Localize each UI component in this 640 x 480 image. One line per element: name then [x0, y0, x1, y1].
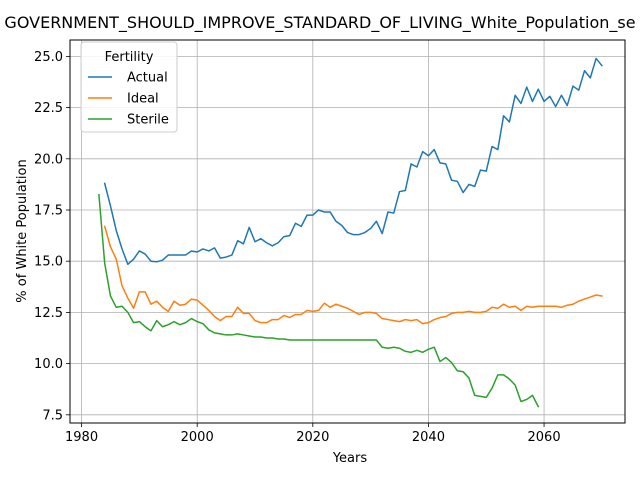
- series-line-sterile: [98, 193, 540, 408]
- x-tick-label: 1980: [65, 430, 98, 445]
- x-tick-label: 2000: [181, 430, 214, 445]
- y-tick-label: 25.0: [34, 50, 63, 65]
- series-line-ideal: [103, 225, 603, 325]
- legend-items: Actual Ideal Sterile: [88, 71, 169, 128]
- y-tick-label: 20.0: [34, 152, 63, 167]
- legend-title: Fertility: [105, 50, 154, 65]
- legend-label-sterile: Sterile: [127, 113, 169, 128]
- x-tick-label: 2040: [412, 430, 445, 445]
- y-tick-label: 17.5: [34, 203, 63, 218]
- legend-box: [80, 41, 178, 133]
- y-tick-label: 22.5: [34, 101, 63, 116]
- plot-area-frame: [69, 39, 626, 424]
- chart-title: GOVERNMENT_SHOULD_IMPROVE_STANDARD_OF_LI…: [4, 13, 635, 33]
- y-tick-label: 10.0: [34, 357, 63, 372]
- y-axis: 7.5 10.0 12.5 15.0 17.5 20.0 22.5 25.0: [34, 50, 70, 423]
- series-line-actual: [103, 57, 603, 266]
- y-tick-label: 12.5: [34, 306, 63, 321]
- series-lines: [98, 57, 603, 408]
- x-tick-label: 2060: [528, 430, 561, 445]
- x-axis-label: Years: [332, 451, 368, 466]
- legend-label-actual: Actual: [127, 71, 168, 86]
- legend-label-ideal: Ideal: [127, 92, 159, 107]
- x-tick-label: 2020: [296, 430, 329, 445]
- x-axis: 1980 2000 2020 2040 2060: [65, 423, 561, 445]
- grid-lines: [70, 40, 625, 423]
- y-axis-label: % of White Population: [15, 159, 30, 302]
- y-tick-label: 7.5: [42, 408, 63, 423]
- y-tick-label: 15.0: [34, 255, 63, 270]
- legend: Fertility Actual Ideal Sterile: [80, 41, 178, 133]
